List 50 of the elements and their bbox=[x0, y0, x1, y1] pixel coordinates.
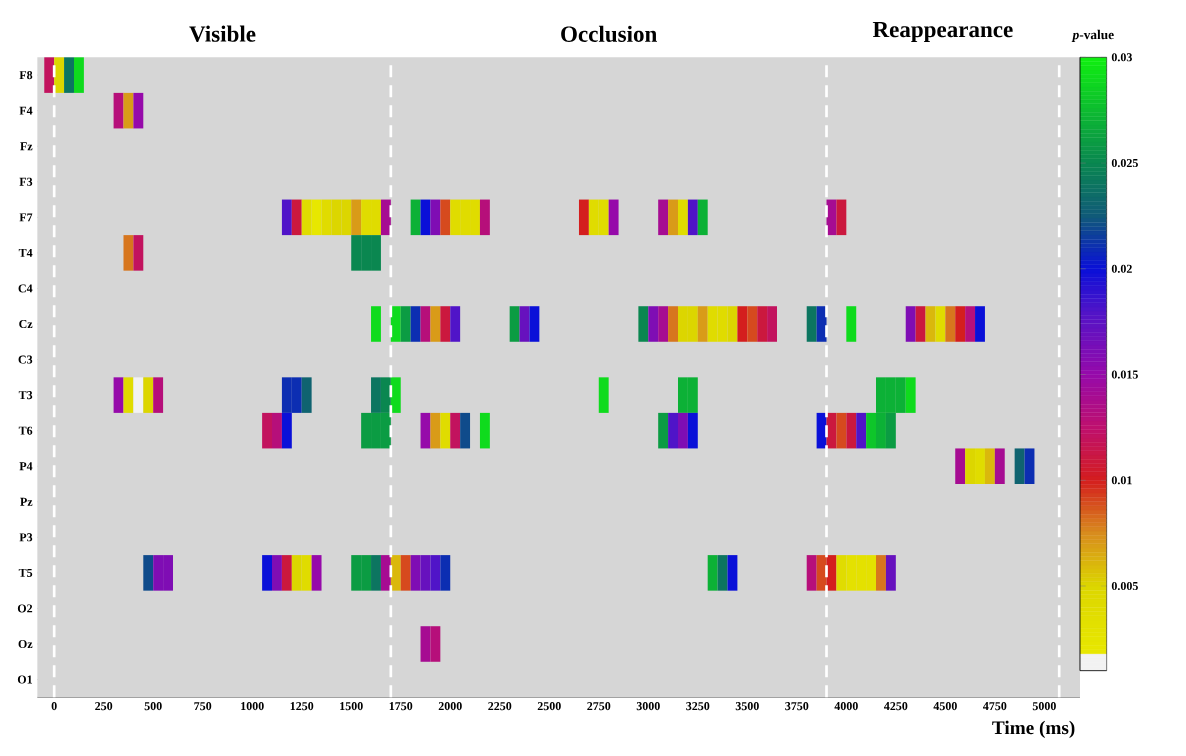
y-tick-label: T5 bbox=[18, 568, 33, 577]
x-tick-label: 4250 bbox=[883, 702, 908, 711]
x-tick-label: 4500 bbox=[933, 702, 957, 711]
y-tick-label: F8 bbox=[19, 71, 33, 80]
x-tick-label: 1750 bbox=[389, 702, 413, 711]
x-tick-label: 3500 bbox=[735, 702, 759, 711]
y-tick-label: P4 bbox=[19, 462, 33, 471]
text: Reappearance bbox=[872, 21, 1013, 42]
color-bar-label: 0.02 bbox=[1111, 264, 1132, 273]
y-tick-label: T4 bbox=[18, 248, 33, 257]
x-tick-label: 0 bbox=[51, 702, 57, 711]
color-bar-label: 0.025 bbox=[1111, 158, 1138, 168]
x-tick-label: 4750 bbox=[983, 702, 1007, 711]
x-tick-label: 3250 bbox=[686, 702, 710, 711]
x-tick-label: 2250 bbox=[488, 702, 512, 711]
x-tick-label: 2750 bbox=[587, 702, 611, 711]
text: Occlusion bbox=[561, 25, 657, 42]
color-bar-label: 0.015 bbox=[1111, 370, 1138, 379]
y-tick-label: F4 bbox=[19, 106, 33, 115]
x-tick-label: 250 bbox=[95, 702, 113, 711]
y-tick-label: O2 bbox=[17, 604, 33, 613]
x-tick-label: 1000 bbox=[241, 702, 264, 711]
color-bar-title: p-value bbox=[1071, 29, 1114, 42]
x-tick-label: 1250 bbox=[290, 702, 314, 711]
y-tick-label: Fz bbox=[20, 142, 33, 151]
color-bar-label: 0.03 bbox=[1111, 53, 1132, 62]
y-tick-label: C4 bbox=[18, 284, 33, 293]
x-axis-title: Time (ms) bbox=[992, 720, 1075, 739]
x-tick-label: 3000 bbox=[636, 702, 660, 711]
x-tick-label: 500 bbox=[144, 702, 162, 711]
y-tick-label: Oz bbox=[18, 639, 33, 649]
x-tick-label: 1500 bbox=[340, 702, 363, 711]
x-tick-label: 2000 bbox=[438, 702, 462, 711]
x-tick-label: 2500 bbox=[537, 702, 561, 711]
y-tick-label: P3 bbox=[19, 533, 33, 542]
y-tick-label: T6 bbox=[18, 426, 33, 435]
y-tick-label: O1 bbox=[17, 675, 33, 684]
color-bar-label: 0.01 bbox=[1111, 476, 1132, 485]
y-tick-label: F7 bbox=[19, 213, 33, 222]
y-tick-label: T3 bbox=[18, 391, 33, 400]
x-tick-label: 3750 bbox=[785, 702, 809, 711]
y-tick-label: Cz bbox=[19, 319, 33, 329]
text: Visible bbox=[189, 25, 256, 42]
x-tick-label: 5000 bbox=[1032, 702, 1056, 711]
y-tick-label: Pz bbox=[20, 497, 33, 506]
color-bar-label: 0.005 bbox=[1111, 581, 1138, 591]
x-tick-label: 750 bbox=[194, 702, 212, 711]
y-tick-label: F3 bbox=[19, 177, 33, 186]
x-tick-label: 4000 bbox=[834, 702, 858, 711]
y-tick-label: C3 bbox=[18, 355, 33, 364]
